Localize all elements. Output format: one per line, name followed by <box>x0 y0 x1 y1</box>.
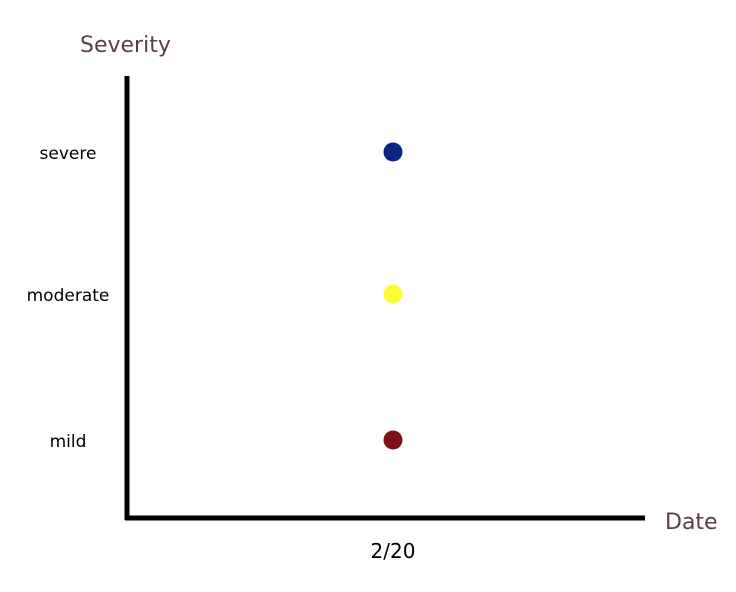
y-tick-label-mild: mild <box>50 432 87 452</box>
data-point-severe <box>383 142 403 162</box>
data-points <box>383 142 403 450</box>
data-point-moderate <box>383 284 403 304</box>
x-axis-title: Date <box>665 510 718 535</box>
y-tick-labels: mild moderate severe <box>27 144 110 452</box>
y-tick-label-moderate: moderate <box>27 286 110 306</box>
x-tick-labels: 2/20 <box>371 539 416 563</box>
y-tick-label-severe: severe <box>40 144 97 164</box>
data-point-mild <box>383 430 403 450</box>
x-tick-label-2-20: 2/20 <box>371 539 416 563</box>
y-axis-title: Severity <box>80 33 171 58</box>
